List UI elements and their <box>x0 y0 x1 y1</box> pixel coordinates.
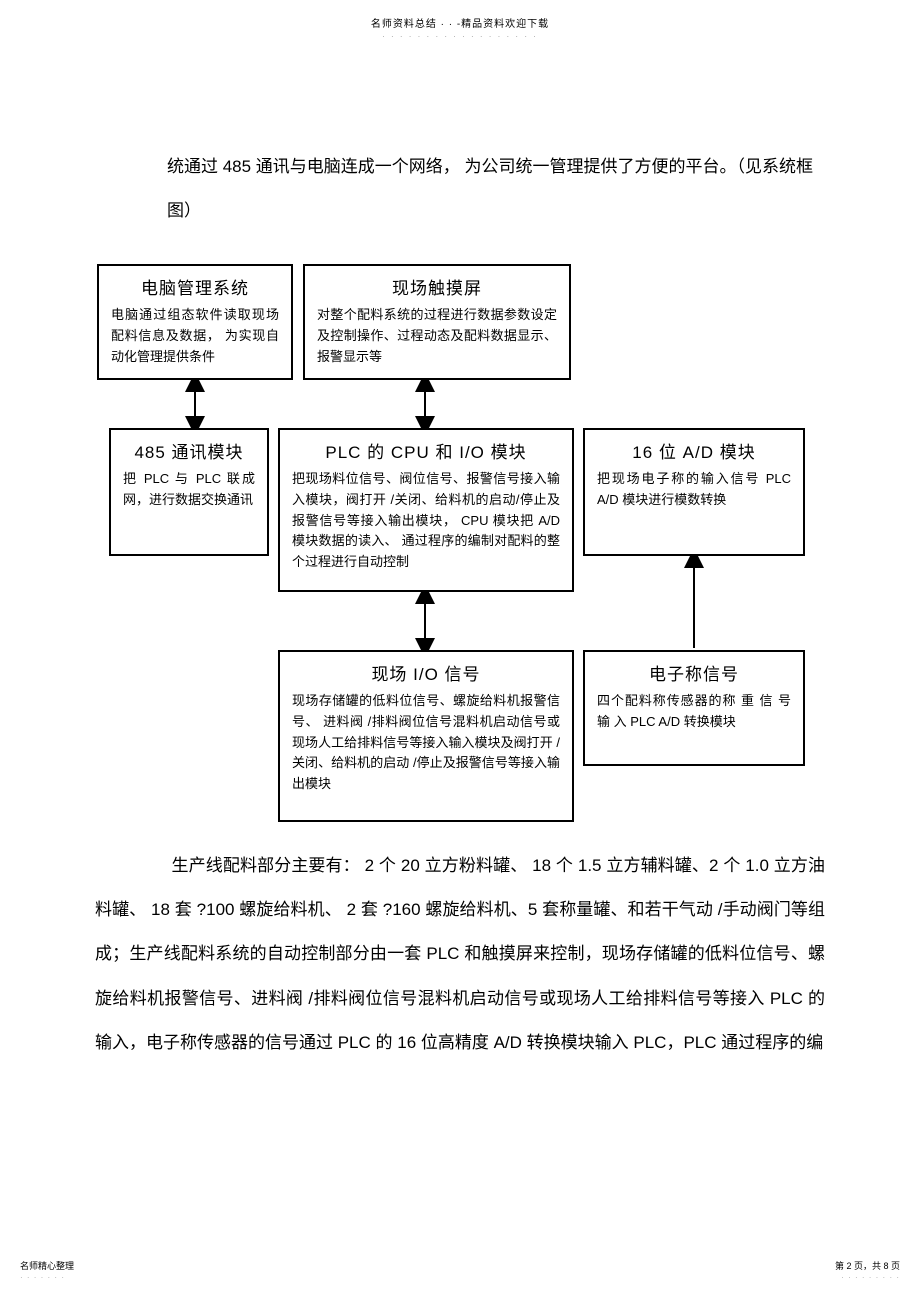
box-hmi-title: 现场触摸屏 <box>317 274 557 299</box>
box-plc-desc: 把现场料位信号、阀位信号、报警信号接入输入模块，阀打开 /关闭、给料机的启动/停… <box>292 469 560 573</box>
box-ad-title: 16 位 A/D 模块 <box>597 438 791 463</box>
box-pc-title: 电脑管理系统 <box>111 274 279 299</box>
box-pc-desc: 电脑通过组态软件读取现场配料信息及数据， 为实现自动化管理提供条件 <box>111 305 279 367</box>
box-comm: 485 通讯模块把 PLC 与 PLC 联成网，进行数据交换通讯 <box>109 428 269 556</box>
box-io-desc: 现场存储罐的低料位信号、螺旋给料机报警信号、 进料阀 /排料阀位信号混料机启动信… <box>292 691 560 795</box>
box-hmi: 现场触摸屏对整个配料系统的过程进行数据参数设定及控制操作、过程动态及配料数据显示… <box>303 264 571 380</box>
box-scale: 电子称信号四个配料称传感器的称 重 信 号 输 入 PLC A/D 转换模块 <box>583 650 805 766</box>
header-sub: · · · · · · · · · · · · · · · · · · <box>0 32 920 41</box>
box-scale-desc: 四个配料称传感器的称 重 信 号 输 入 PLC A/D 转换模块 <box>597 691 791 733</box>
page-header: 名师资料总结 · · -精品资料欢迎下载 · · · · · · · · · ·… <box>0 15 920 41</box>
box-io: 现场 I/O 信号 现场存储罐的低料位信号、螺旋给料机报警信号、 进料阀 /排料… <box>278 650 574 822</box>
box-plc-title: PLC 的 CPU 和 I/O 模块 <box>292 438 560 463</box>
header-main: 名师资料总结 · · -精品资料欢迎下载 <box>0 15 920 30</box>
footer-left-main: 名师精心整理 <box>20 1261 74 1273</box>
footer-right: 第 2 页，共 8 页 · · · · · · · · · <box>835 1261 900 1283</box>
box-ad-desc: 把现场电子称的输入信号 PLC A/D 模块进行模数转换 <box>597 469 791 511</box>
footer-right-main: 第 2 页，共 8 页 <box>835 1261 900 1273</box>
box-ad: 16 位 A/D 模块把现场电子称的输入信号 PLC A/D 模块进行模数转换 <box>583 428 805 556</box>
box-scale-title: 电子称信号 <box>597 660 791 685</box>
box-io-title: 现场 I/O 信号 <box>292 660 560 685</box>
footer-right-sub: · · · · · · · · · <box>835 1273 900 1283</box>
box-comm-desc: 把 PLC 与 PLC 联成网，进行数据交换通讯 <box>123 469 255 511</box>
footer-left: 名师精心整理 · · · · · · · <box>20 1261 74 1283</box>
system-diagram: 电脑管理系统电脑通过组态软件读取现场配料信息及数据， 为实现自动化管理提供条件现… <box>85 264 835 829</box>
body-paragraph: 生产线配料部分主要有： 2 个 20 立方粉料罐、 18 个 1.5 立方辅料罐… <box>95 844 825 1065</box>
intro-paragraph: 统通过 485 通讯与电脑连成一个网络， 为公司统一管理提供了方便的平台。（见系… <box>167 145 825 233</box>
box-comm-title: 485 通讯模块 <box>123 438 255 463</box>
footer-left-sub: · · · · · · · <box>20 1273 74 1283</box>
box-hmi-desc: 对整个配料系统的过程进行数据参数设定及控制操作、过程动态及配料数据显示、报警显示… <box>317 305 557 367</box>
box-plc: PLC 的 CPU 和 I/O 模块把现场料位信号、阀位信号、报警信号接入输入模… <box>278 428 574 592</box>
box-pc: 电脑管理系统电脑通过组态软件读取现场配料信息及数据， 为实现自动化管理提供条件 <box>97 264 293 380</box>
